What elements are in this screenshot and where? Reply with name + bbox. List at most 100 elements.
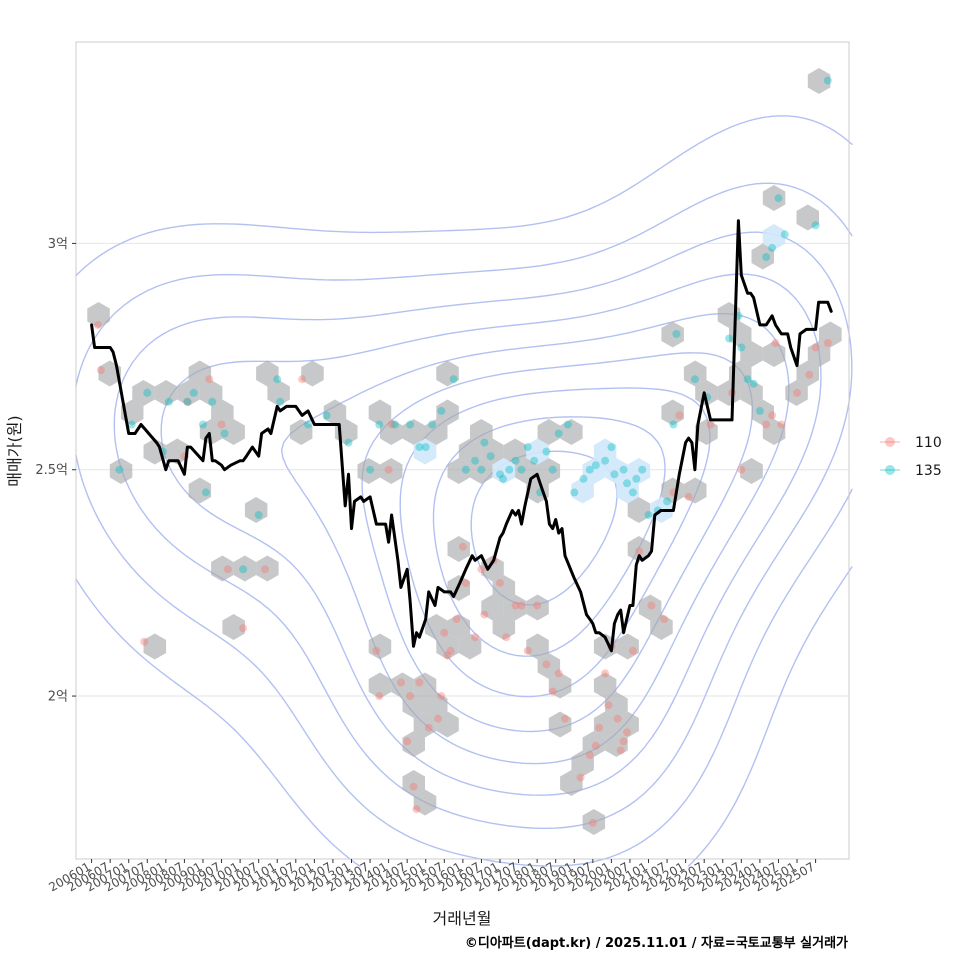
point-110 [675, 411, 684, 420]
point-135 [344, 438, 353, 447]
point-110 [576, 773, 585, 782]
point-135 [276, 397, 285, 406]
legend-item-110[interactable]: 110 [880, 435, 942, 451]
caption: ©디아파트(dapt.kr) / 2025.11.01 / 자료=국토교통부 실… [465, 935, 848, 951]
hexbin-cell [819, 321, 842, 348]
point-135 [632, 474, 641, 483]
hexbin-cell [256, 555, 279, 582]
scatter-points [93, 76, 832, 827]
hexbin-cell [357, 458, 380, 484]
density-contours [75, 115, 853, 867]
hexbin-cell [368, 633, 392, 660]
hexbin-cell [785, 380, 808, 406]
hexbin-cell [593, 672, 617, 699]
point-135 [607, 443, 616, 452]
point-135 [725, 334, 734, 343]
hexbin-cell [233, 555, 257, 582]
point-110 [440, 628, 449, 637]
point-135 [189, 388, 198, 397]
point-135 [115, 465, 124, 474]
hexbin-cell [560, 770, 583, 796]
point-135 [523, 443, 532, 452]
point-135 [239, 565, 248, 574]
point-135 [199, 420, 207, 429]
point-135 [669, 420, 678, 429]
point-110 [372, 646, 381, 655]
hexbin-cell [244, 497, 268, 523]
hexbin-cell [582, 731, 606, 757]
hexbin-cell [211, 555, 234, 582]
point-135 [749, 379, 758, 388]
hexbin-cell [380, 458, 403, 484]
point-110 [409, 782, 418, 791]
hexbin-cell [605, 458, 628, 484]
hexbin-cell [796, 360, 819, 387]
hexbin-cell [447, 458, 470, 484]
hexbin-cell [560, 419, 583, 445]
point-135 [254, 511, 263, 519]
hexbin-cell [627, 458, 651, 484]
legend-item-135[interactable]: 135 [880, 463, 942, 479]
hexbin-cell [323, 399, 347, 426]
hexbin-cell [211, 399, 234, 426]
point-110 [542, 660, 551, 669]
hexbin-cell [470, 419, 493, 445]
hexbin-cell [503, 594, 527, 621]
hexbin-cell [199, 380, 223, 406]
hexbin-cell [154, 380, 178, 406]
point-110 [496, 578, 504, 587]
point-110 [777, 420, 786, 429]
hexbin-cell [143, 438, 167, 465]
point-135 [480, 438, 489, 447]
hexbin-cell [413, 672, 437, 699]
hexbin-cell [627, 536, 651, 562]
point-135 [554, 429, 563, 438]
hexbin-cell [436, 633, 459, 660]
point-110 [140, 637, 149, 646]
hexbin-cell [582, 458, 606, 484]
point-135 [164, 397, 173, 406]
hexbin-cell [762, 341, 786, 367]
hexbin-cell [661, 321, 684, 348]
hexbin-cell [368, 399, 392, 426]
hexbin-cell [447, 536, 470, 562]
hexbin-cell [526, 477, 549, 504]
hexbin-cell [109, 458, 133, 484]
point-110 [523, 646, 532, 655]
point-135 [511, 456, 520, 465]
hexbin-cell [188, 477, 212, 504]
point-110 [635, 547, 644, 556]
hexbin-cell [740, 380, 763, 406]
hexbin-cell [256, 360, 279, 387]
hexbin-cell [413, 438, 437, 465]
point-110 [548, 687, 557, 696]
point-110 [205, 375, 214, 384]
point-110 [223, 565, 232, 574]
legend-key-point-135 [885, 465, 895, 475]
point-110 [434, 714, 442, 723]
hexbin-cell [762, 185, 786, 211]
point-110 [616, 746, 625, 755]
point-110 [628, 646, 637, 655]
point-110 [93, 320, 102, 329]
hexbin-cell [537, 458, 561, 484]
hexbin-cell [650, 614, 673, 640]
point-110 [762, 420, 771, 429]
y-tick-label: 2.5억 [35, 463, 68, 478]
point-135 [127, 420, 136, 429]
point-135 [542, 447, 551, 456]
hexbin-cell [548, 672, 572, 699]
hexbin-cell [402, 419, 425, 445]
x-axis-title: 거래년월 [433, 909, 492, 928]
point-110 [511, 601, 520, 610]
hexbin-cell [436, 399, 459, 426]
legend-key-point-110 [885, 437, 895, 447]
point-110 [412, 805, 421, 814]
point-135 [823, 76, 832, 85]
density-contour [160, 273, 822, 796]
point-135 [610, 470, 619, 479]
point-110 [768, 411, 777, 420]
point-135 [762, 253, 771, 261]
point-135 [471, 456, 480, 465]
point-135 [623, 479, 631, 488]
